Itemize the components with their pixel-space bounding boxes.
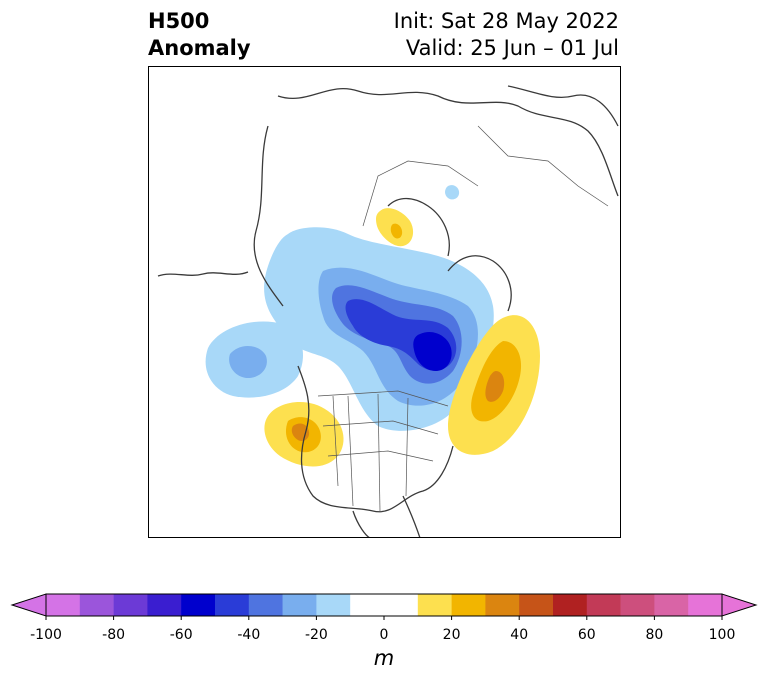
colorbar-tick-label: 20 (443, 627, 461, 643)
colorbar-box (282, 594, 317, 616)
colorbar-tick-label: -100 (30, 627, 62, 643)
colorbar-box (248, 594, 283, 616)
colorbar-unit: m (373, 646, 395, 670)
western-us-ridge (264, 401, 344, 467)
colorbar-boxes (10, 593, 758, 617)
colorbar-tick-label: 100 (709, 627, 736, 643)
anomaly-map (148, 66, 621, 538)
state-borders (317, 125, 609, 512)
colorbar-ticks: -100 -80 -60 -40 -20 0 20 40 60 80 100 (30, 616, 735, 643)
title-quantity: Anomaly (148, 36, 251, 60)
colorbar-box (654, 594, 689, 616)
colorbar-under-extension (10, 593, 47, 617)
russia-trough (445, 185, 460, 200)
colorbar-box (553, 594, 588, 616)
title-left: H500 Anomaly (148, 8, 251, 62)
colorbar-box (215, 594, 250, 616)
colorbar-tick-label: 0 (380, 627, 389, 643)
colorbar-box (688, 594, 723, 616)
colorbar-box (451, 594, 486, 616)
colorbar-box (586, 594, 621, 616)
colorbar-box (147, 594, 182, 616)
colorbar-box (79, 594, 114, 616)
colorbar-box (350, 594, 419, 616)
colorbar: -100 -80 -60 -40 -20 0 20 40 60 80 100 (10, 593, 758, 643)
north-atlantic-ridge (448, 315, 540, 455)
colorbar-box (620, 594, 655, 616)
polar-trough (264, 227, 494, 431)
title-init: Init: Sat 28 May 2022 (393, 9, 619, 33)
title-variable: H500 (148, 9, 210, 33)
colorbar-tick-label: -80 (102, 627, 125, 643)
map-frame (148, 66, 621, 538)
colorbar-box (181, 594, 216, 616)
colorbar-box (417, 594, 452, 616)
coastlines (157, 85, 619, 538)
colorbar-tick-label: 40 (510, 627, 528, 643)
colorbar-over-extension (721, 593, 758, 617)
colorbar-tick-label: -40 (237, 627, 260, 643)
scandinavia-ridge (376, 208, 414, 247)
colorbar-tick-label: 80 (645, 627, 663, 643)
title-right: Init: Sat 28 May 2022 Valid: 25 Jun – 01… (394, 8, 619, 62)
colorbar-box (485, 594, 520, 616)
gulf-of-alaska-trough (205, 321, 303, 398)
colorbar-tick-label: -60 (170, 627, 193, 643)
colorbar-tick-label: -20 (305, 627, 328, 643)
colorbar-box (519, 594, 554, 616)
title-valid: Valid: 25 Jun – 01 Jul (405, 36, 619, 60)
colorbar-box (46, 594, 81, 616)
colorbar-box (316, 594, 351, 616)
colorbar-box (113, 594, 148, 616)
colorbar-tick-label: 60 (578, 627, 596, 643)
